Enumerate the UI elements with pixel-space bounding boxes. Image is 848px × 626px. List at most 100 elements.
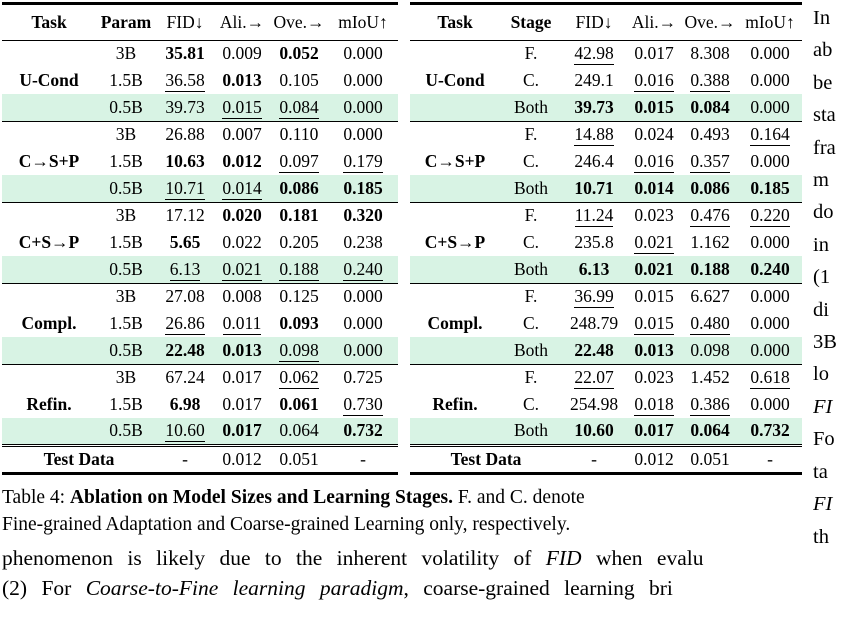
column-header: Ove.→ — [682, 5, 738, 41]
task-label-empty — [410, 337, 500, 364]
caption-prefix: Table 4: — [2, 487, 70, 508]
metric-value: 0.181 — [270, 201, 328, 229]
table-row: Both 22.48 0.013 0.098 0.000 — [410, 337, 802, 364]
task-label: U-Cond — [425, 69, 485, 90]
body-line-1: phenomenon is likely due to the inherent… — [2, 543, 848, 573]
metric-value: 0.388 — [690, 69, 730, 92]
metric-value: 0.000 — [328, 282, 398, 310]
task-label-empty — [410, 94, 500, 121]
metric-value: 0.000 — [750, 150, 790, 171]
row-label: F. — [500, 120, 562, 148]
metric-value: 0.188 — [690, 258, 730, 279]
metric-value: 36.99 — [562, 282, 626, 310]
metric-value: 0.098 — [690, 339, 730, 360]
metric-value: 0.023 — [626, 363, 682, 391]
body-line-1-tail: when evalu — [581, 546, 704, 570]
metric-value: 0.015 — [626, 282, 682, 310]
table-row: Both 10.71 0.014 0.086 0.185 — [410, 175, 802, 202]
task-label-empty — [2, 337, 96, 364]
task-label: Refin. — [432, 393, 478, 414]
header-row: Task Param FID↓ Ali.→ Ove.→ mIoU↑ — [2, 5, 398, 41]
ablation-learning-stages: Task Stage FID↓ Ali.→ Ove.→ mIoU↑ F. 42.98 0.017… — [410, 5, 802, 472]
metric-value: 0.732 — [750, 420, 790, 440]
column-header: FID↓ — [156, 5, 214, 41]
metric-value: 0.000 — [328, 39, 398, 67]
row-label: F. — [500, 363, 562, 391]
metric-value: 0.240 — [343, 258, 383, 281]
metric-value: 0.086 — [279, 177, 319, 198]
task-label-empty — [2, 39, 96, 67]
task-label: U-Cond — [19, 69, 79, 90]
metric-value: 0.725 — [328, 363, 398, 391]
metric-value: 0.021 — [222, 258, 262, 281]
metric-value: 0.185 — [750, 177, 790, 198]
right-column-line: ab — [813, 39, 833, 62]
body-line-1-text: phenomenon is likely due to the inherent… — [2, 546, 546, 570]
metric-value: 0.018 — [634, 393, 674, 416]
right-column-line: In — [813, 7, 831, 29]
metric-value: 10.71 — [165, 177, 205, 200]
metric-value: 0.009 — [214, 39, 270, 67]
metric-value: 0.020 — [214, 201, 270, 229]
task-label: C→S+P — [18, 150, 80, 171]
metric-value: 0.013 — [222, 69, 262, 90]
right-column-line: sta — [813, 104, 836, 127]
metric-value: 0.013 — [222, 339, 262, 360]
metric-value: 254.98 — [569, 393, 619, 414]
right-column-line: lo — [813, 363, 829, 386]
table-row: 3B 26.88 0.007 0.110 0.000 — [2, 120, 398, 148]
metric-value: 26.88 — [156, 120, 214, 148]
metric-value: 0.021 — [634, 258, 674, 279]
table-row: 0.5B 22.48 0.013 0.098 0.000 — [2, 337, 398, 364]
right-column-line: th — [813, 525, 829, 548]
task-label: C+S→P — [18, 231, 80, 252]
metric-value: 0.000 — [343, 339, 383, 360]
row-label: 1.5B — [109, 393, 143, 414]
row-label: 0.5B — [109, 177, 143, 198]
metric-value: 0.051 — [270, 443, 328, 472]
table-row: 3B 17.12 0.020 0.181 0.320 — [2, 201, 398, 229]
row-label: 0.5B — [109, 258, 143, 279]
metric-value: 0.011 — [222, 312, 262, 335]
metric-value: 0.093 — [279, 312, 319, 333]
ablation-model-sizes: Task Param FID↓ Ali.→ Ove.→ mIoU↑ 3B 35.81 0.009… — [2, 5, 398, 472]
task-label: Compl. — [427, 312, 483, 333]
row-label: F. — [500, 39, 562, 67]
task-label-empty — [410, 39, 500, 67]
metric-value: 6.13 — [578, 258, 610, 279]
row-label: 1.5B — [109, 312, 143, 333]
metric-value: 0.493 — [682, 120, 738, 148]
table-row: F. 42.98 0.017 8.308 0.000 — [410, 39, 802, 67]
metric-value: - — [156, 443, 214, 472]
metric-value: 5.65 — [169, 231, 201, 252]
task-label-empty — [2, 201, 96, 229]
column-header: FID↓ — [562, 5, 626, 41]
table-row: U-Cond C. 249.1 0.016 0.388 0.000 — [410, 67, 802, 94]
metric-value: 39.73 — [574, 96, 614, 117]
test-data-label: Test Data — [2, 443, 156, 472]
metric-value: 0.732 — [343, 420, 383, 440]
row-label: Both — [513, 420, 549, 440]
metric-value: 0.188 — [279, 258, 319, 281]
metric-value: 0.357 — [690, 150, 730, 173]
table-row: C+S→P C. 235.8 0.021 1.162 0.000 — [410, 229, 802, 256]
metric-value: 0.000 — [343, 96, 383, 117]
row-label: C. — [522, 231, 540, 252]
metric-value: 36.58 — [165, 69, 205, 92]
task-label-empty — [410, 256, 500, 283]
metric-value: 0.097 — [279, 150, 319, 173]
metric-value: 0.000 — [738, 39, 802, 67]
metric-value: 0.017 — [634, 420, 674, 440]
metric-value: 0.098 — [279, 339, 319, 362]
metric-value: 0.064 — [690, 420, 730, 440]
metric-value: 0.000 — [750, 393, 790, 414]
metric-value: 22.48 — [165, 339, 205, 360]
metric-value: 6.13 — [169, 258, 201, 281]
ablation-table-learning-stages: Task Stage FID↓ Ali.→ Ove.→ mIoU↑ F. 42.98 0.017… — [410, 2, 802, 475]
row-label: 1.5B — [109, 150, 143, 171]
body-line-1-italic: FID — [545, 546, 582, 570]
body-line-2-italic: Coarse-to-Fine learning paradigm — [85, 576, 404, 600]
metric-value: 0.000 — [343, 312, 383, 333]
metric-value: 6.627 — [682, 282, 738, 310]
metric-value: 22.07 — [562, 363, 626, 391]
